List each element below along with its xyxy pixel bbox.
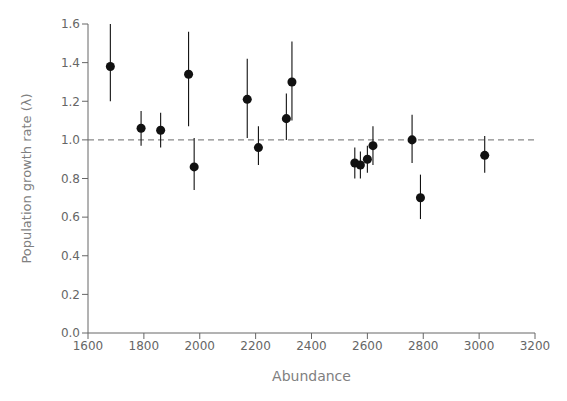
svg-text:0.2: 0.2 — [61, 288, 80, 302]
svg-text:0.8: 0.8 — [61, 172, 80, 186]
svg-text:0.6: 0.6 — [61, 210, 80, 224]
svg-text:2600: 2600 — [352, 339, 383, 353]
svg-text:2200: 2200 — [240, 339, 271, 353]
svg-text:1800: 1800 — [129, 339, 160, 353]
svg-text:1.6: 1.6 — [61, 17, 80, 31]
svg-text:1600: 1600 — [73, 339, 104, 353]
svg-text:0.4: 0.4 — [61, 249, 80, 263]
svg-text:2400: 2400 — [296, 339, 327, 353]
svg-text:0.0: 0.0 — [61, 326, 80, 340]
svg-text:2800: 2800 — [408, 339, 439, 353]
svg-text:3000: 3000 — [464, 339, 495, 353]
svg-text:1.4: 1.4 — [61, 56, 80, 70]
svg-text:1.0: 1.0 — [61, 133, 80, 147]
svg-text:2000: 2000 — [184, 339, 215, 353]
svg-text:Population growth rate (λ): Population growth rate (λ) — [19, 93, 34, 263]
svg-text:Abundance: Abundance — [272, 368, 351, 384]
svg-text:3200: 3200 — [520, 339, 551, 353]
svg-text:1.2: 1.2 — [61, 95, 80, 109]
